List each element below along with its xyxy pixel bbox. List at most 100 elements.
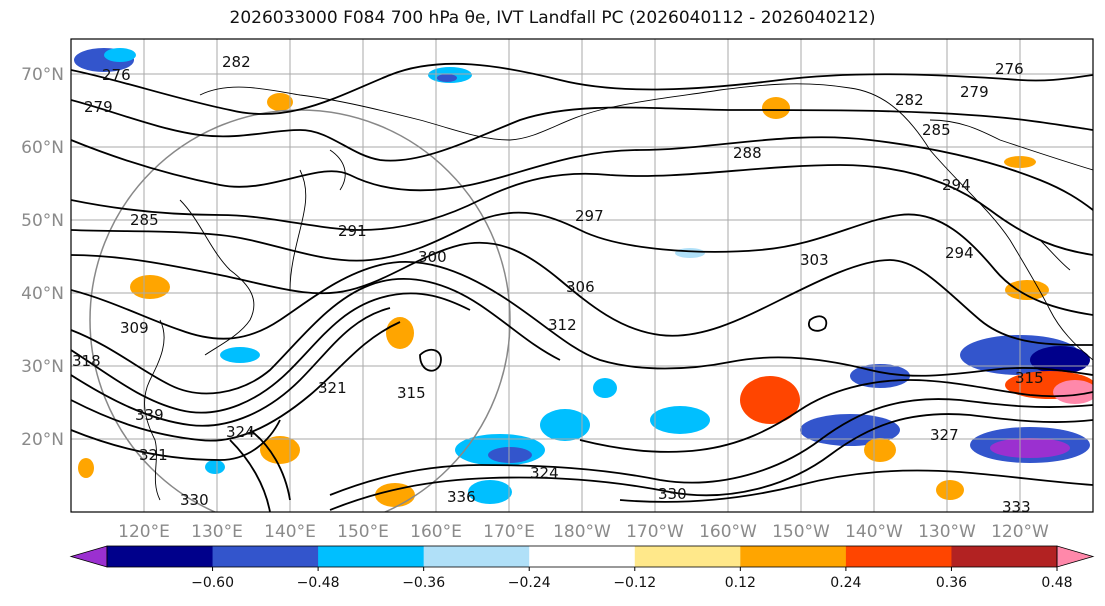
colorbar-segment <box>845 546 952 567</box>
lat-tick-label: 70°N <box>21 65 64 85</box>
colorbar-ticks: −0.60 −0.48 −0.36 −0.24 −0.12 0.12 0.24 0.36 0.4… <box>191 567 1073 591</box>
positive-anomaly-patch <box>386 317 414 349</box>
lat-tick-label: 20°N <box>21 430 64 450</box>
coastlines <box>144 83 1093 501</box>
lon-tick-label: 170°W <box>626 522 684 542</box>
lon-tick-label: 120°E <box>118 522 170 542</box>
lon-tick-label: 120°W <box>991 522 1049 542</box>
contour-label: 336 <box>447 488 476 506</box>
contour-label: 288 <box>733 144 762 162</box>
lat-tick-label: 60°N <box>21 138 64 158</box>
negative-anomaly-patch <box>1030 346 1090 374</box>
colorbar-segment <box>634 546 741 567</box>
contour-label: 315 <box>1015 369 1044 387</box>
colorbar-tick-label: 0.12 <box>725 575 756 591</box>
colorbar-tick-label: −0.36 <box>402 575 445 591</box>
negative-anomaly-patch <box>220 347 260 363</box>
colorbar-segment <box>318 546 425 567</box>
contour-label: 330 <box>180 491 209 509</box>
negative-anomaly-patch <box>488 447 532 463</box>
colorbar-segment <box>107 546 214 567</box>
lat-tick-label: 30°N <box>21 357 64 377</box>
contour-label: 303 <box>800 251 829 269</box>
colorbar-tick-label: −0.24 <box>508 575 551 591</box>
negative-anomaly-patch <box>205 460 225 474</box>
negative-anomaly-patch <box>850 364 910 388</box>
lon-tick-label: 130°W <box>918 522 976 542</box>
positive-anomaly-patch <box>740 376 800 424</box>
contour-label: 318 <box>72 352 101 370</box>
positive-anomaly-patch <box>78 458 94 478</box>
lon-tick-label: 140°W <box>845 522 903 542</box>
contour-label: 321 <box>139 446 168 464</box>
colorbar-segment <box>212 546 319 567</box>
contour-label: 324 <box>226 423 255 441</box>
colorbar-tick-label: −0.48 <box>297 575 340 591</box>
lon-tick-label: 140°E <box>264 522 316 542</box>
latitude-axis: 70°N 60°N 50°N 40°N 30°N 20°N <box>21 65 64 450</box>
contour-label: 294 <box>945 244 974 262</box>
negative-anomaly-patch <box>990 438 1070 458</box>
contour-label: 327 <box>930 426 959 444</box>
colorbar-tick-label: −0.60 <box>191 575 234 591</box>
colorbar-tick-label: 0.24 <box>830 575 861 591</box>
colorbar-segment <box>740 546 847 567</box>
negative-anomaly-patch <box>650 406 710 434</box>
map-title: 2026033000 F084 700 hPa θe, IVT Landfall… <box>229 8 876 28</box>
contour-label: 315 <box>397 384 426 402</box>
negative-anomaly-patch <box>800 414 900 446</box>
lon-tick-label: 150°E <box>337 522 389 542</box>
contour-label: 279 <box>84 98 113 116</box>
contour-label: 333 <box>1002 498 1031 516</box>
contour-label: 300 <box>418 248 447 266</box>
contour-label: 282 <box>895 91 924 109</box>
contour-label: 279 <box>960 83 989 101</box>
positive-anomaly-patch <box>864 438 896 462</box>
lon-tick-label: 160°W <box>699 522 757 542</box>
map-border <box>70 38 1094 513</box>
positive-anomaly-patch <box>936 480 964 500</box>
contour-label: 276 <box>102 66 131 84</box>
positive-anomaly-patch <box>1053 380 1093 404</box>
colorbar-segment <box>423 546 530 567</box>
anomaly-fill-layer <box>74 48 1093 507</box>
positive-anomaly-patch <box>130 275 170 299</box>
contour-label: 297 <box>575 207 604 225</box>
contour-label: 330 <box>658 485 687 503</box>
contour-label: 306 <box>566 278 595 296</box>
lon-tick-label: 160°E <box>410 522 462 542</box>
colorbar-tick-label: 0.36 <box>936 575 967 591</box>
colorbar-tick-label: −0.12 <box>613 575 656 591</box>
negative-anomaly-patch <box>593 378 617 398</box>
positive-anomaly-patch <box>1005 280 1049 300</box>
lat-tick-label: 40°N <box>21 284 64 304</box>
lon-tick-label: 150°W <box>772 522 830 542</box>
lon-tick-label: 180°W <box>553 522 611 542</box>
colorbar-extend-low <box>69 545 108 568</box>
positive-anomaly-patch <box>375 483 415 507</box>
positive-anomaly-patch <box>762 97 790 119</box>
contour-label-layer: 276 276 279 279 282 282 285 285 288 291 … <box>72 53 1044 516</box>
negative-anomaly-patch <box>675 248 705 258</box>
contour-label: 321 <box>318 379 347 397</box>
contour-label: 339 <box>135 406 164 424</box>
theta-e-contours <box>71 62 1093 512</box>
contour-label: 276 <box>995 60 1024 78</box>
negative-anomaly-patch <box>468 480 512 504</box>
contour-label: 309 <box>120 319 149 337</box>
contour-label: 285 <box>130 211 159 229</box>
negative-anomaly-patch <box>437 74 457 82</box>
contour-label: 324 <box>530 464 559 482</box>
colorbar-extend-high <box>1056 545 1095 568</box>
contour-label: 312 <box>548 316 577 334</box>
contour-label: 282 <box>222 53 251 71</box>
lon-tick-label: 130°E <box>191 522 243 542</box>
lat-tick-label: 50°N <box>21 211 64 231</box>
positive-anomaly-patch <box>267 93 293 111</box>
colorbar-outline <box>106 545 1058 568</box>
contour-label: 291 <box>338 222 367 240</box>
contour-label: 285 <box>922 121 951 139</box>
colorbar-tick-label: 0.48 <box>1041 575 1072 591</box>
contour-label: 294 <box>942 176 971 194</box>
